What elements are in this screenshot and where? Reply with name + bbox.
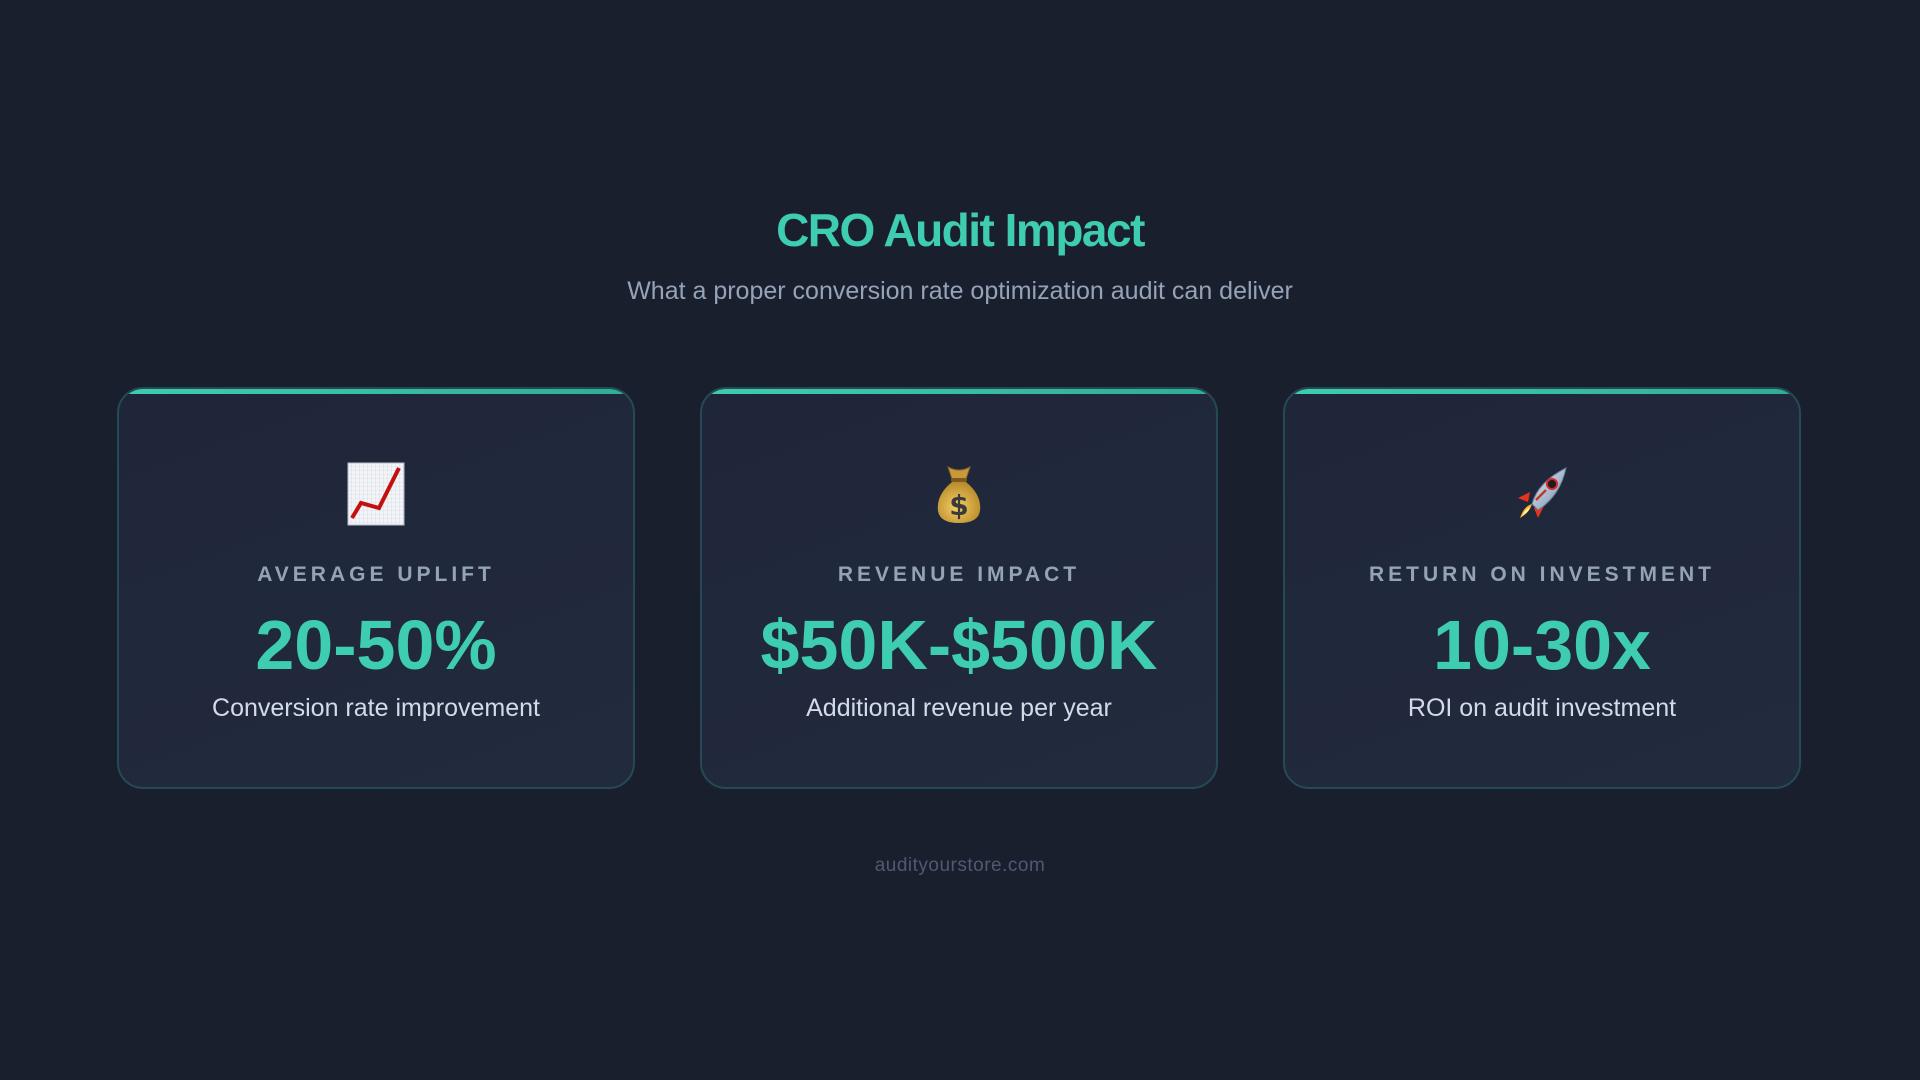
stat-card-average-uplift: Average Uplift 20-50% Conversion rate im… [117, 387, 635, 789]
page-title: CRO Audit Impact [776, 204, 1145, 256]
page-subtitle: What a proper conversion rate optimizati… [627, 277, 1293, 305]
stat-card-return-on-investment: Return on Investment 10-30x ROI on audit… [1283, 387, 1801, 789]
stat-value: 20-50% [255, 606, 497, 684]
money-bag-icon: $ [702, 459, 1216, 529]
stat-description: Conversion rate improvement [212, 694, 540, 722]
stat-label: Average Uplift [257, 563, 495, 586]
stat-value: 10-30x [1433, 606, 1651, 684]
stat-card-revenue-impact: $ Revenue Impact $50K-$500K Additional r… [700, 387, 1218, 789]
stat-description: Additional revenue per year [806, 694, 1112, 722]
stat-label: Revenue Impact [837, 563, 1081, 586]
stat-description: ROI on audit investment [1407, 694, 1677, 722]
stat-value: $50K-$500K [760, 606, 1158, 684]
chart-increasing-icon [119, 459, 633, 529]
card-accent-bar [1285, 389, 1799, 394]
stat-cards: Average Uplift 20-50% Conversion rate im… [117, 387, 1801, 789]
footer-site-link: audityourstore.com [874, 855, 1046, 876]
card-accent-bar [119, 389, 633, 394]
svg-text:$: $ [949, 489, 968, 522]
stat-label: Return on Investment [1368, 563, 1715, 586]
rocket-icon [1285, 459, 1799, 529]
card-accent-bar [702, 389, 1216, 394]
